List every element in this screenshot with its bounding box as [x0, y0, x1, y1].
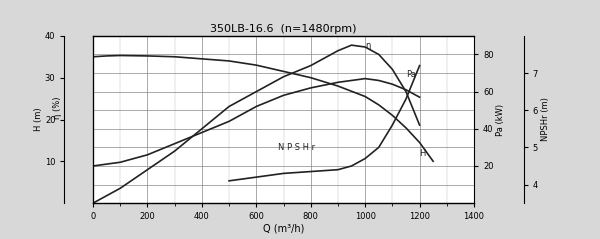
Text: H: H	[419, 149, 426, 158]
Text: Pa: Pa	[406, 71, 416, 79]
Y-axis label: Pa (kW): Pa (kW)	[496, 103, 505, 136]
Text: η: η	[365, 41, 371, 50]
Text: η (%): η (%)	[53, 96, 62, 119]
Text: N P S H r: N P S H r	[278, 143, 315, 152]
Y-axis label: NPSHr (m): NPSHr (m)	[541, 98, 550, 141]
Y-axis label: H (m): H (m)	[34, 108, 43, 131]
X-axis label: Q (m³/h): Q (m³/h)	[263, 224, 304, 234]
Title: 350LB-16.6  (n=1480rpm): 350LB-16.6 (n=1480rpm)	[210, 24, 357, 34]
